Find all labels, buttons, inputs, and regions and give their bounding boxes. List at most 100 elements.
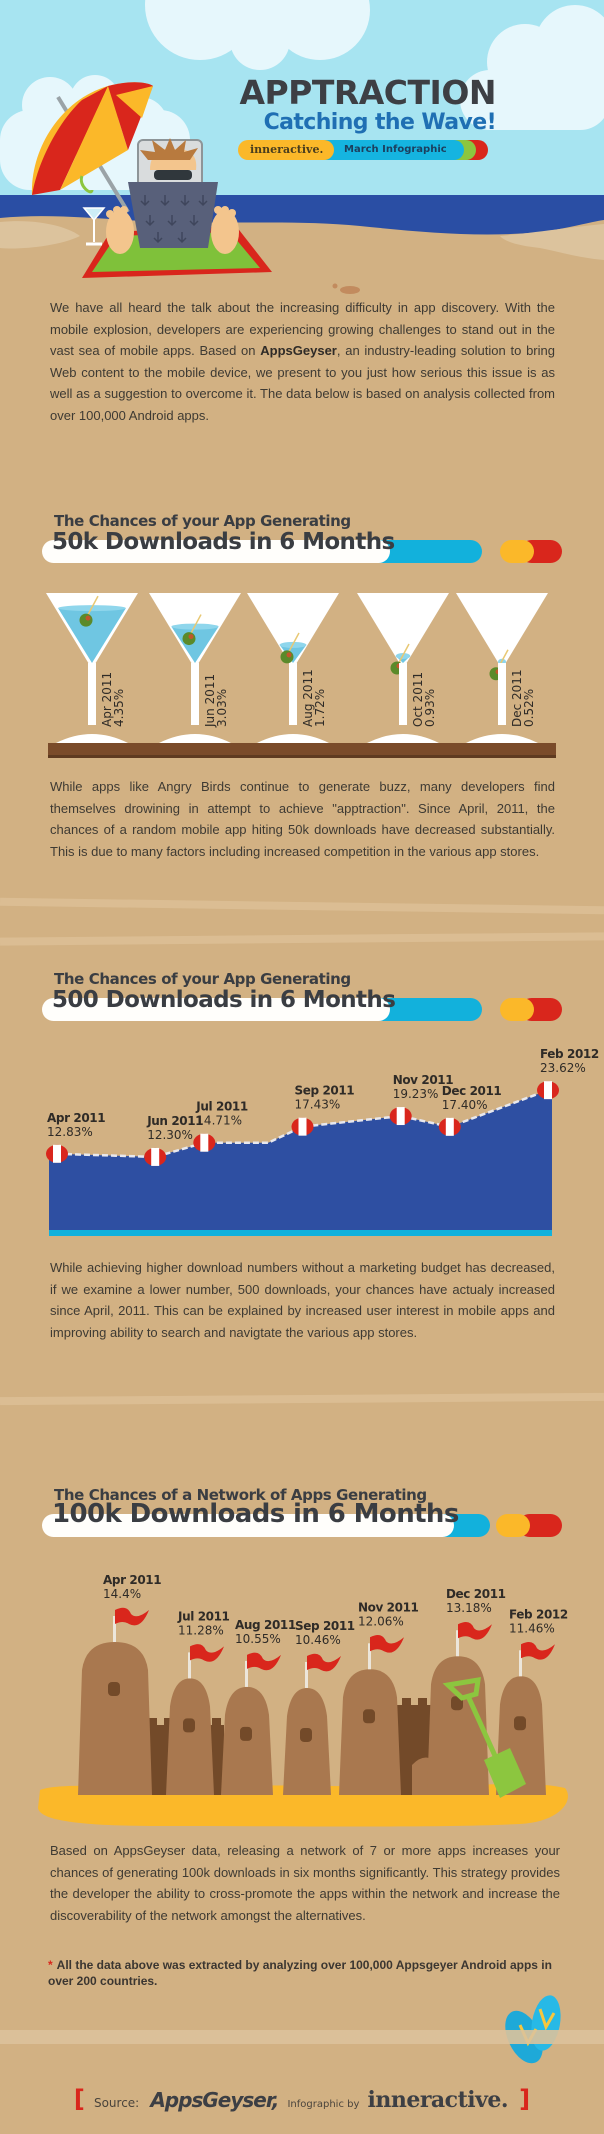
page-title: APPTRACTION bbox=[239, 73, 496, 112]
cocktail-icon bbox=[79, 175, 106, 246]
glass-label: Jun 20113.03% bbox=[203, 674, 229, 728]
value-label: 10.46% bbox=[295, 1633, 341, 1647]
glass-base bbox=[56, 734, 128, 743]
section-heading-50k: The Chances of your App Generating 50k D… bbox=[42, 502, 562, 568]
point-stripe bbox=[544, 1081, 552, 1100]
page-subtitle: Catching the Wave! bbox=[263, 110, 497, 135]
point-stripe bbox=[445, 1117, 454, 1136]
section-title: 50k Downloads in 6 Months bbox=[52, 529, 395, 555]
martini-chart: Apr 20114.35% Jun 20113.03% Aug 20111.72% O… bbox=[46, 593, 556, 758]
bar-white bbox=[42, 998, 390, 1021]
flag-pole bbox=[188, 1652, 191, 1679]
shovel-blade bbox=[484, 1748, 526, 1798]
shelf-shadow bbox=[48, 755, 556, 758]
glass-base bbox=[159, 734, 231, 743]
credits-separator: , bbox=[271, 2088, 280, 2112]
glass-bowl bbox=[247, 593, 339, 669]
category-label: Dec 2011 bbox=[510, 669, 524, 727]
tower-window bbox=[451, 1696, 463, 1711]
value-label: 12.06% bbox=[358, 1614, 404, 1628]
glass-label: Apr 20114.35% bbox=[100, 672, 126, 727]
liquid-level bbox=[58, 608, 126, 663]
flag-icon bbox=[190, 1644, 224, 1662]
glass-bowl bbox=[357, 593, 449, 669]
flag-pole bbox=[519, 1650, 522, 1677]
source-logo: AppsGeyser bbox=[150, 2088, 272, 2112]
flag-pole bbox=[305, 1661, 308, 1688]
glass-base bbox=[367, 734, 439, 743]
flip-flops-icon bbox=[505, 1995, 561, 2064]
value-label: 10.55% bbox=[235, 1632, 281, 1646]
pebble bbox=[332, 283, 338, 289]
value-label: 23.62% bbox=[540, 1061, 586, 1075]
glass-base bbox=[466, 734, 538, 743]
point-stripe bbox=[298, 1117, 307, 1136]
battlement bbox=[418, 1698, 427, 1707]
point-stripe bbox=[53, 1144, 61, 1163]
glass-stem bbox=[191, 663, 199, 725]
point-stripe bbox=[396, 1107, 405, 1126]
wet-sand bbox=[500, 224, 604, 260]
tower-window bbox=[108, 1682, 120, 1696]
category-label: Jun 2011 bbox=[146, 1114, 203, 1128]
author-logo: inneractive. bbox=[367, 2087, 509, 2113]
value-label: 1.72% bbox=[313, 689, 327, 727]
footnote: * All the data above was extracted by ana… bbox=[48, 1957, 558, 1989]
tower-window bbox=[240, 1726, 252, 1741]
tower-body bbox=[427, 1656, 489, 1795]
glass-stem bbox=[88, 663, 96, 725]
category-label: Jul 2011 bbox=[195, 1100, 248, 1114]
olive-pimento bbox=[286, 652, 292, 658]
heading-bar bbox=[42, 540, 562, 564]
bar-red bbox=[518, 1514, 562, 1537]
tower-body bbox=[166, 1678, 214, 1795]
value-label: 19.23% bbox=[393, 1087, 439, 1101]
section-body-50k: While apps like Angry Birds continue to … bbox=[50, 779, 555, 859]
flag-icon bbox=[247, 1652, 281, 1671]
cloud-icon bbox=[145, 0, 370, 70]
category-label: Nov 2011 bbox=[393, 1073, 454, 1087]
category-label: Feb 2012 bbox=[540, 1047, 599, 1061]
bar-yellow bbox=[500, 998, 534, 1021]
heading-bar bbox=[42, 998, 562, 1022]
source-label: Source: bbox=[93, 2096, 140, 2110]
section-body-100k: Based on AppsGeyser data, releasing a ne… bbox=[50, 1843, 560, 1923]
section-kicker: The Chances of a Network of Apps Generat… bbox=[54, 1486, 427, 1504]
sand-stripe bbox=[0, 897, 604, 915]
glass-stem bbox=[289, 663, 297, 725]
intro-paragraph: We have all heard the talk about the inc… bbox=[50, 297, 555, 426]
category-label: Aug 2011 bbox=[301, 669, 315, 727]
glass-base bbox=[257, 734, 329, 743]
value-label: 12.30% bbox=[147, 1128, 193, 1142]
glass-label: Oct 20110.93% bbox=[411, 672, 437, 727]
shelf bbox=[48, 743, 556, 757]
sand-stripe bbox=[0, 932, 604, 946]
section-title: 100k Downloads in 6 Months bbox=[52, 1499, 459, 1529]
battlement bbox=[164, 1718, 173, 1727]
glass-label: Aug 20111.72% bbox=[301, 669, 327, 727]
area-baseline bbox=[49, 1230, 552, 1236]
martini-glass: Dec 20110.52% bbox=[456, 593, 548, 743]
glass-bowl bbox=[456, 593, 548, 669]
cloud-icon bbox=[460, 5, 604, 130]
tower-body bbox=[221, 1686, 273, 1795]
value-label: 17.40% bbox=[442, 1098, 488, 1112]
title-ribbon: inneractive. March Infographic bbox=[238, 140, 488, 160]
category-label: Nov 2011 bbox=[358, 1600, 419, 1614]
value-label: 13.18% bbox=[446, 1601, 492, 1615]
value-label: 4.35% bbox=[112, 689, 126, 727]
intro-text: , an industry-leading solution to bring … bbox=[50, 343, 555, 423]
credits-line: [ Source: AppsGeyser, Infographic by inn… bbox=[0, 2085, 604, 2113]
shovel-shaft bbox=[465, 1694, 499, 1760]
value-label: 12.83% bbox=[47, 1125, 93, 1139]
olive-pimento bbox=[85, 615, 91, 621]
category-label: Aug 2011 bbox=[235, 1618, 296, 1632]
